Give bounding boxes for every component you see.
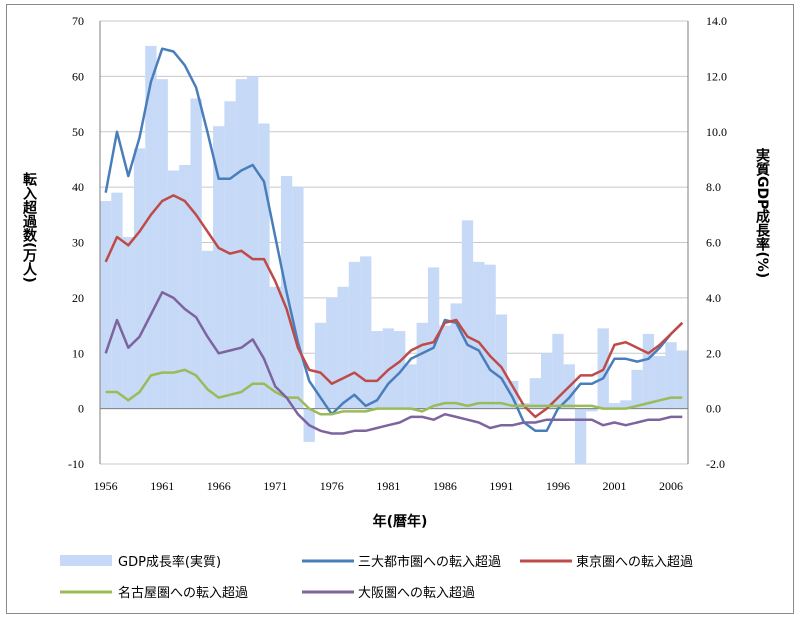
x-tick-label: 1976 [320,479,344,493]
gdp-bar [156,79,168,409]
y-right-tick-label: 6.0 [706,236,721,250]
x-axis-label: 年(暦年) [373,513,428,530]
series-line [104,291,683,435]
gdp-bar [586,408,598,412]
gdp-bar [439,325,451,409]
x-tick-label: 2001 [603,479,627,493]
gdp-bar [314,322,327,409]
x-tick-label: 1961 [150,479,174,493]
legend-label-osaka: 大阪圏への転入超過 [358,586,475,601]
y-left-tick-label: 10 [72,346,84,360]
series-line [105,368,683,416]
x-tick-label: 2006 [659,479,683,493]
gdp-bar [292,187,304,409]
x-tick-label: 1971 [263,479,287,493]
left-axis-ticks: -10 0 10 20 30 40 50 60 70 [68,14,84,471]
y-right-tick-label: -2.0 [706,457,725,471]
series-line [104,47,684,433]
gdp-bar [405,364,417,409]
gdp-bars [100,45,688,464]
gdp-bar [541,353,553,409]
y-right-tick-label: 14.0 [706,14,727,28]
x-tick-label: 1966 [207,479,231,493]
y-right-tick-label: 2.0 [706,346,721,360]
gdp-bar [665,342,677,409]
gdp-bar [224,101,236,409]
gdp-bar [111,192,123,409]
y-right-tick-label: 10.0 [706,125,727,139]
gdp-bar [484,264,496,409]
y-left-tick-label: -10 [68,457,84,471]
series-line [104,194,684,419]
gdp-bar [269,286,281,409]
right-axis-ticks: -2.0 0.0 2.0 4.0 6.0 8.0 10.0 12.0 14.0 [706,14,727,471]
legend-label-sandai: 三大都市圏への転入超過 [358,554,501,570]
gdp-bar [529,378,541,409]
gdp-bar [100,200,112,409]
gdp-bar [507,380,519,409]
gdp-bar [360,256,372,409]
y-right-tick-label: 8.0 [706,180,721,194]
gdp-bar [620,400,632,409]
gdp-bar [631,369,643,409]
y-left-tick-label: 0 [78,402,84,416]
gdp-bar [371,331,383,409]
gdp-bar [122,236,134,409]
series-lines [104,47,684,435]
legend-swatch-gdp [60,555,112,566]
gdp-bar [574,408,587,464]
x-axis-ticks: 1956 1961 1966 1971 1976 1981 1986 1991 1996 2001… [94,479,683,493]
y-right-axis-label: 実質GDP成長率(%) [754,147,770,278]
y-right-tick-label: 4.0 [706,291,721,305]
y-left-tick-label: 70 [72,14,84,28]
y-left-tick-label: 30 [72,236,84,250]
gdp-bar [213,126,225,409]
gdp-bar [179,164,191,409]
gdp-bar [676,350,688,409]
x-tick-label: 1956 [94,479,118,493]
gdp-bar [473,261,485,409]
gdp-bar [552,333,564,409]
gdp-bar [461,220,474,409]
gdp-bar [495,314,508,409]
y-right-tick-label: 0.0 [706,402,721,416]
gdp-bar [258,123,270,409]
gdp-bar [201,250,214,409]
gdp-bar [608,403,621,409]
legend: GDP成長率(実質) 三大都市圏への転入超過 東京圏への転入超過 名古屋圏への転… [60,554,693,601]
y-left-tick-label: 50 [72,125,84,139]
gdp-bar [235,79,247,409]
y-left-tick-label: 20 [72,291,84,305]
y-left-tick-label: 60 [72,69,84,83]
gdp-bar [190,98,202,409]
legend-label-nagoya: 名古屋圏への転入超過 [118,585,248,601]
legend-label-gdp: GDP成長率(実質) [118,554,221,570]
gdp-bar [133,148,146,409]
gdp-bar [654,356,666,409]
x-tick-label: 1981 [376,479,400,493]
gdp-bar [337,286,349,409]
legend-label-tokyo: 東京圏への転入超過 [576,554,693,570]
y-left-axis-label: 転入超過数(万人) [21,171,38,282]
gdp-bar [247,76,259,409]
x-tick-label: 1996 [546,479,570,493]
gdp-bar [427,267,440,409]
gdp-bar [167,170,180,409]
x-tick-label: 1991 [489,479,513,493]
gdp-bar [145,45,157,409]
y-left-tick-label: 40 [72,180,84,194]
gdp-bar [394,331,406,409]
x-tick-label: 1986 [433,479,457,493]
gdp-bar [642,333,655,409]
gdp-bar [326,297,338,409]
gdp-bar [348,261,361,409]
y-right-tick-label: 12.0 [706,69,727,83]
gdp-bar [416,322,428,409]
gdp-bar [450,303,462,409]
